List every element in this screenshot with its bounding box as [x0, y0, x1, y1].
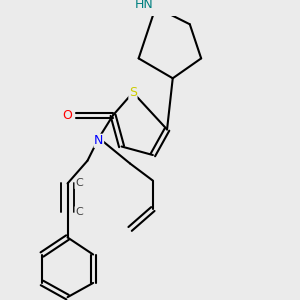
Text: C: C: [75, 178, 83, 188]
Text: C: C: [75, 207, 83, 217]
Text: N: N: [94, 134, 104, 147]
Text: HN: HN: [135, 0, 154, 11]
Text: S: S: [129, 86, 137, 99]
Text: O: O: [63, 109, 73, 122]
